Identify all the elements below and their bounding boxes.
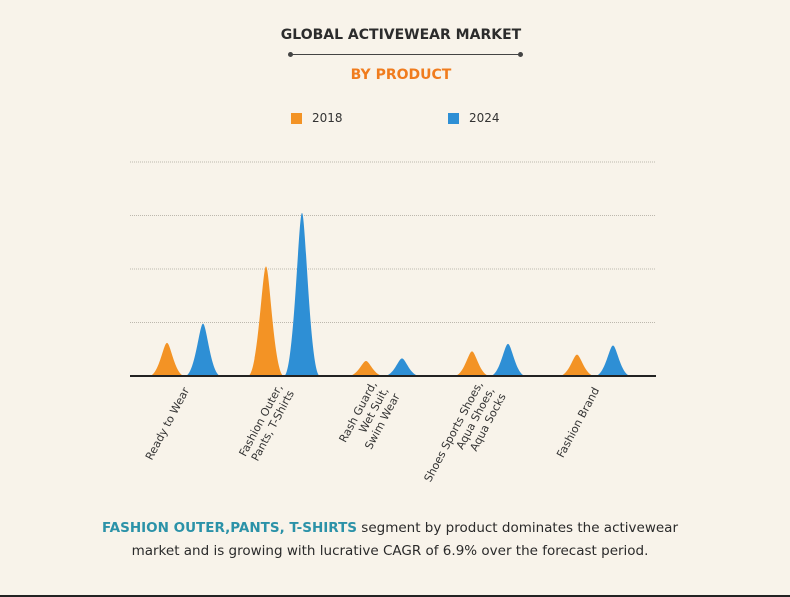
x-tick-label-0-line-0: Ready to Wear [143, 385, 192, 463]
chart-subtitle: BY PRODUCT [350, 67, 452, 83]
divider-dot-left [288, 52, 293, 57]
legend-label-2024: 2024 [469, 111, 500, 125]
peak-2024-2 [384, 358, 420, 376]
peak-2018-3 [454, 351, 490, 376]
caption-line1: segment by product dominates the activew… [357, 520, 679, 536]
bottom-border [0, 595, 790, 597]
chart-area: Ready to Wear Fashion Outer,Pants, T-Shir… [130, 161, 656, 484]
peak-2024-4 [595, 345, 631, 376]
series-peaks [149, 212, 631, 376]
legend-swatch-2024 [448, 112, 459, 124]
peak-2024-1 [284, 212, 320, 376]
caption-highlight: FASHION OUTER,PANTS, T-SHIRTS [101, 520, 358, 536]
title-divider [288, 52, 523, 57]
peak-2024-0 [185, 323, 221, 376]
chart-title: GLOBAL ACTIVEWEAR MARKET [280, 27, 522, 43]
x-tick-label-4: Fashion Brand [554, 385, 602, 460]
x-tick-labels: Ready to Wear Fashion Outer,Pants, T-Shir… [143, 379, 602, 484]
caption-line2: market and is growing with lucrative CAG… [131, 543, 649, 559]
peak-2018-1 [248, 266, 284, 376]
x-tick-label-2: Rash Guard,Wet Suit,Swim Wear [337, 379, 403, 452]
legend-swatch-2018 [291, 112, 302, 124]
x-tick-label-3: Shoes Sports Shoes,Aqua Shoes,Aqua Socks [422, 379, 509, 484]
divider-dot-right [518, 52, 523, 57]
grid-lines [130, 161, 656, 323]
peak-2018-2 [348, 361, 384, 376]
peak-2018-4 [559, 354, 595, 376]
x-tick-label-1: Fashion Outer,Pants, T-Shirts [237, 382, 298, 463]
x-tick-label-4-line-0: Fashion Brand [554, 385, 602, 460]
caption: FASHION OUTER,PANTS, T-SHIRTS segment by… [0, 517, 780, 563]
legend-item-2018: 2018 [291, 111, 343, 125]
peak-2024-3 [490, 343, 526, 376]
legend-label-2018: 2018 [312, 111, 343, 125]
legend-item-2024: 2024 [448, 111, 500, 125]
x-tick-label-0: Ready to Wear [143, 385, 192, 463]
peak-2018-0 [149, 342, 185, 376]
